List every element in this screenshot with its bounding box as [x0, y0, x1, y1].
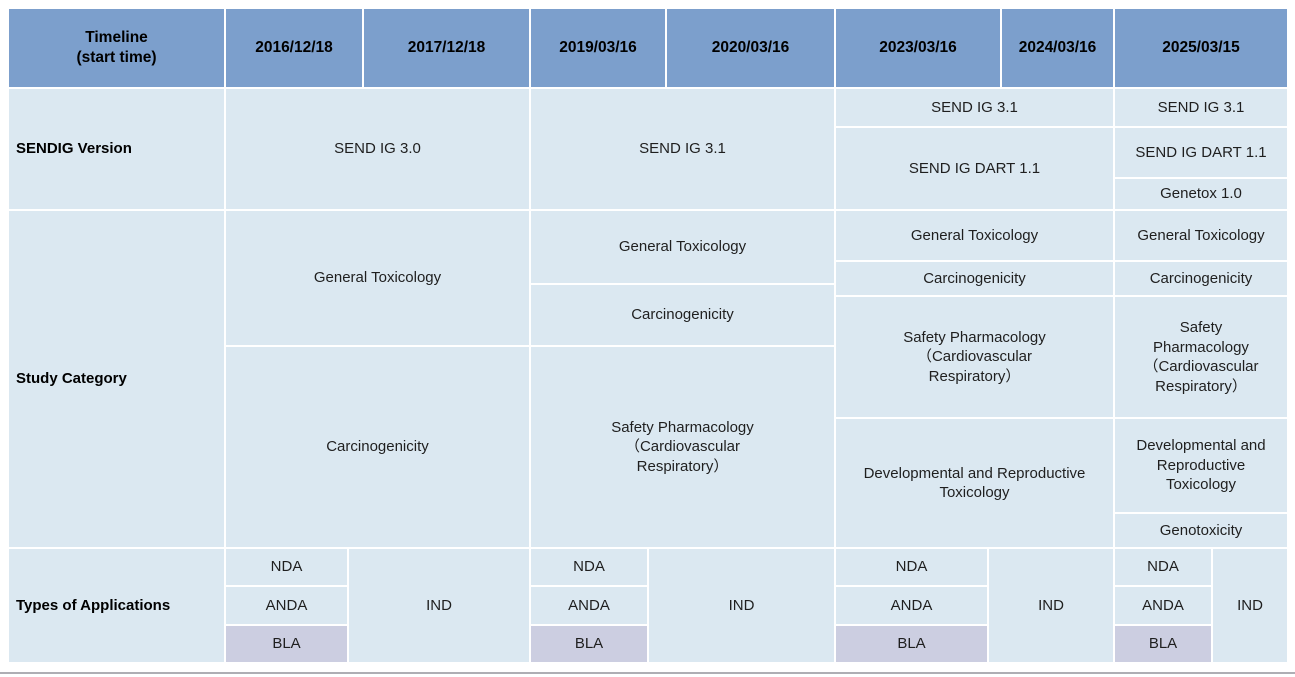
- cell-nda-2023: NDA: [835, 548, 988, 586]
- cell-carcinogenicity-2019-2020: Carcinogenicity: [530, 284, 835, 346]
- cell-genetox-2025: Genetox 1.0: [1114, 178, 1288, 210]
- cell-sendig-dart-2025: SEND IG DART 1.1: [1114, 127, 1288, 178]
- cell-carcinogenicity-2023-2024: Carcinogenicity: [835, 261, 1114, 296]
- cell-bla-2023: BLA: [835, 625, 988, 663]
- cell-sendig-31-2019-2020: SEND IG 3.1: [530, 88, 835, 210]
- cell-general-tox-2025: General Toxicology: [1114, 210, 1288, 261]
- cell-anda-2019: ANDA: [530, 586, 648, 625]
- cell-bla-2025: BLA: [1114, 625, 1212, 663]
- cell-carcinogenicity-2016-2017: Carcinogenicity: [225, 346, 530, 548]
- cell-anda-2016: ANDA: [225, 586, 348, 625]
- cell-general-tox-2016-2017: General Toxicology: [225, 210, 530, 346]
- header-date-2016-12-18: 2016/12/18: [225, 8, 363, 88]
- row-label-study-category: Study Category: [8, 210, 225, 548]
- row-label-types-of-applications: Types of Applications: [8, 548, 225, 663]
- header-timeline: Timeline (start time): [8, 8, 225, 88]
- send-timeline-table: Timeline (start time) 2016/12/18 2017/12…: [8, 8, 1288, 663]
- cell-carcinogenicity-2025: Carcinogenicity: [1114, 261, 1288, 296]
- cell-nda-2019: NDA: [530, 548, 648, 586]
- cell-ind-2017: IND: [348, 548, 530, 663]
- bottom-divider-line: [0, 672, 1295, 674]
- cell-anda-2023: ANDA: [835, 586, 988, 625]
- cell-nda-2016: NDA: [225, 548, 348, 586]
- cell-ind-2020: IND: [648, 548, 835, 663]
- header-date-2020-03-16: 2020/03/16: [666, 8, 835, 88]
- cell-ind-2024: IND: [988, 548, 1114, 663]
- cell-safety-pharm-2023-2024: Safety Pharmacology （Cardiovascular Resp…: [835, 296, 1114, 418]
- cell-ind-2025: IND: [1212, 548, 1288, 663]
- cell-dev-repro-tox-2025: Developmental and Reproductive Toxicolog…: [1114, 418, 1288, 513]
- cell-general-tox-2023-2024: General Toxicology: [835, 210, 1114, 261]
- cell-sendig-dart-2023-2024: SEND IG DART 1.1: [835, 127, 1114, 210]
- cell-dev-repro-tox-2023-2024: Developmental and Reproductive Toxicolog…: [835, 418, 1114, 548]
- cell-sendig-31-2023-2024: SEND IG 3.1: [835, 88, 1114, 127]
- cell-safety-pharm-2025: Safety Pharmacology （Cardiovascular Resp…: [1114, 296, 1288, 418]
- header-date-2025-03-15: 2025/03/15: [1114, 8, 1288, 88]
- cell-bla-2016: BLA: [225, 625, 348, 663]
- cell-anda-2025: ANDA: [1114, 586, 1212, 625]
- header-date-2023-03-16: 2023/03/16: [835, 8, 1001, 88]
- cell-general-tox-2019-2020: General Toxicology: [530, 210, 835, 284]
- cell-sendig-31-2025: SEND IG 3.1: [1114, 88, 1288, 127]
- cell-bla-2019: BLA: [530, 625, 648, 663]
- cell-nda-2025: NDA: [1114, 548, 1212, 586]
- header-date-2019-03-16: 2019/03/16: [530, 8, 666, 88]
- cell-sendig-30-2016-2017: SEND IG 3.0: [225, 88, 530, 210]
- header-date-2024-03-16: 2024/03/16: [1001, 8, 1114, 88]
- header-date-2017-12-18: 2017/12/18: [363, 8, 530, 88]
- cell-genotoxicity-2025: Genotoxicity: [1114, 513, 1288, 548]
- row-label-sendig-version: SENDIG Version: [8, 88, 225, 210]
- cell-safety-pharm-2019-2020: Safety Pharmacology （Cardiovascular Resp…: [530, 346, 835, 548]
